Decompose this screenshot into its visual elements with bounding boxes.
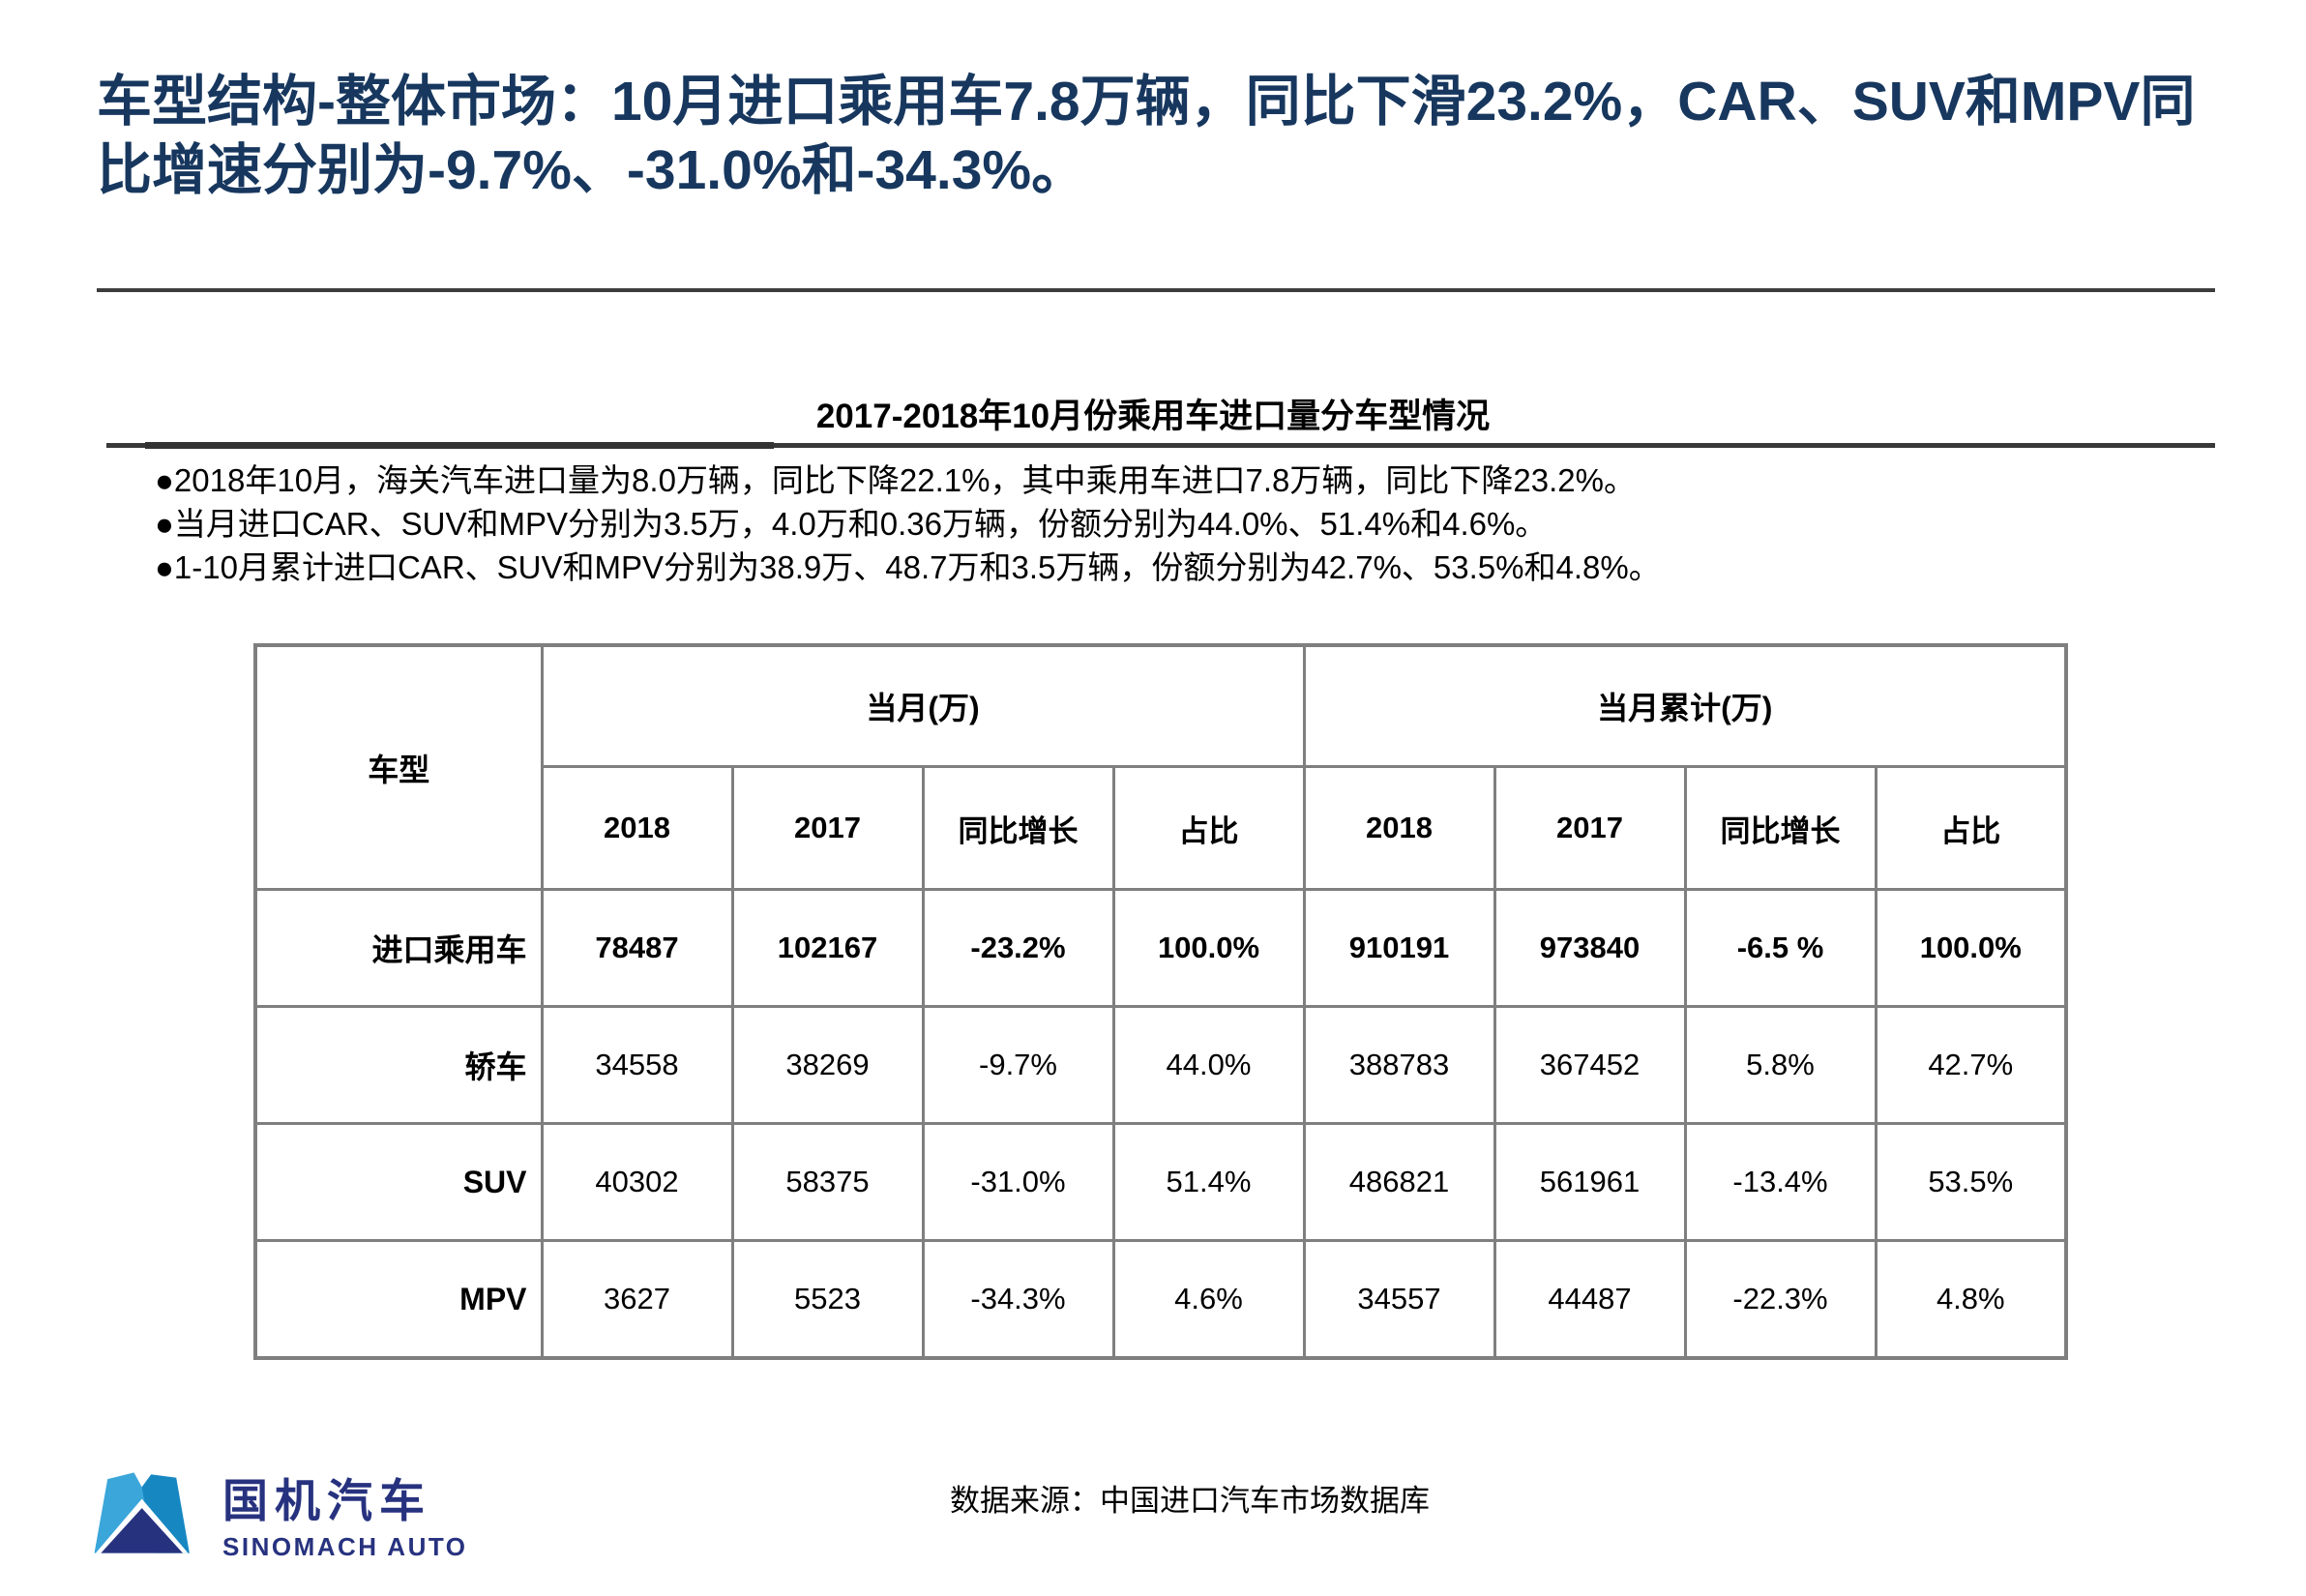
table-cell: 51.4% xyxy=(1111,1122,1306,1242)
table-row-suv: SUV 40302 58375 -31.0% 51.4% 486821 5619… xyxy=(253,1122,2068,1242)
table-cell: 38269 xyxy=(730,1005,925,1125)
table-row-total-imported: 进口乘用车 78487 102167 -23.2% 100.0% 910191 … xyxy=(253,888,2068,1008)
table-cell: 3627 xyxy=(540,1239,734,1360)
table-cell: 5523 xyxy=(730,1239,925,1360)
table-cell: 44.0% xyxy=(1111,1005,1306,1125)
column-header-vehicle-type: 车型 xyxy=(253,643,544,891)
table-cell: 58375 xyxy=(730,1122,925,1242)
table-cell: -13.4% xyxy=(1683,1122,1877,1242)
table-cell: 34558 xyxy=(540,1005,734,1125)
column-header-2017-cumulative: 2017 xyxy=(1493,765,1687,891)
table-cell: 388783 xyxy=(1302,1005,1496,1125)
table-cell: 34557 xyxy=(1302,1239,1496,1360)
row-label: MPV xyxy=(253,1239,544,1360)
table-cell: 100.0% xyxy=(1874,888,2068,1008)
column-header-yoy-month: 同比增长 xyxy=(921,765,1115,891)
table-cell: -31.0% xyxy=(921,1122,1115,1242)
table-cell: 44487 xyxy=(1493,1239,1687,1360)
bullet-item: ●1-10月累计进口CAR、SUV和MPV分别为38.9万、48.7万和3.5万… xyxy=(155,549,1661,586)
table-cell: 102167 xyxy=(730,888,925,1008)
column-header-2017-month: 2017 xyxy=(730,765,925,891)
column-header-2018-cumulative: 2018 xyxy=(1302,765,1496,891)
table-row-mpv: MPV 3627 5523 -34.3% 4.6% 34557 44487 -2… xyxy=(253,1239,2068,1360)
group-header-cumulative: 当月累计(万) xyxy=(1302,643,2068,768)
table-group-header-row: 车型 当月(万) 当月累计(万) xyxy=(253,643,2068,891)
import-volume-table: 车型 当月(万) 当月累计(万) 2018 2017 同比增长 占比 2018 … xyxy=(253,643,2069,1360)
column-header-share-cumulative: 占比 xyxy=(1874,765,2068,891)
mountain-logo-icon xyxy=(94,1472,190,1553)
bullet-list: ●2018年10月，海关汽车进口量为8.0万辆，同比下降22.1%，其中乘用车进… xyxy=(155,458,2205,590)
column-header-share-month: 占比 xyxy=(1111,765,1306,891)
table-cell: -6.5 % xyxy=(1683,888,1877,1008)
table-cell: 4.6% xyxy=(1111,1239,1306,1360)
table-row-sedan: 轿车 34558 38269 -9.7% 44.0% 388783 367452… xyxy=(253,1005,2068,1125)
logo-text: 国机汽车 SINOMACH AUTO xyxy=(222,1468,468,1562)
column-header-2018-month: 2018 xyxy=(540,765,734,891)
logo-english-name: SINOMACH AUTO xyxy=(222,1531,468,1561)
table-cell: -22.3% xyxy=(1683,1239,1877,1360)
table-cell: 367452 xyxy=(1493,1005,1687,1125)
table-cell: 910191 xyxy=(1302,888,1496,1008)
table-cell: 78487 xyxy=(540,888,734,1008)
table-cell: -9.7% xyxy=(921,1005,1115,1125)
logo-chinese-name: 国机汽车 xyxy=(222,1475,431,1526)
table-cell: 4.8% xyxy=(1874,1239,2068,1360)
table-cell: 973840 xyxy=(1493,888,1687,1008)
bullet-item: ●2018年10月，海关汽车进口量为8.0万辆，同比下降22.1%，其中乘用车进… xyxy=(155,462,1636,498)
table-cell: 561961 xyxy=(1493,1122,1687,1242)
page-title: 车型结构-整体市场：10月进口乘用车7.8万辆，同比下滑23.2%，CAR、SU… xyxy=(97,71,2196,202)
row-label: SUV xyxy=(253,1122,544,1242)
table-cell: 53.5% xyxy=(1874,1122,2068,1242)
bullet-item: ●当月进口CAR、SUV和MPV分别为3.5万，4.0万和0.36万辆，份额分别… xyxy=(155,506,1548,543)
table-cell: 100.0% xyxy=(1111,888,1306,1008)
row-label: 轿车 xyxy=(253,1005,544,1125)
title-divider xyxy=(97,288,2215,292)
group-header-current-month: 当月(万) xyxy=(540,643,1306,768)
table-cell: 5.8% xyxy=(1683,1005,1877,1125)
table-title: 2017-2018年10月份乘用车进口量分车型情况 xyxy=(815,398,1491,435)
table-cell: 42.7% xyxy=(1874,1005,2068,1125)
table-title-divider-thick-segment xyxy=(145,442,774,449)
table-cell: 486821 xyxy=(1302,1122,1496,1242)
data-source: 数据来源：中国进口汽车市场数据库 xyxy=(950,1484,1430,1518)
table-cell: -34.3% xyxy=(921,1239,1115,1360)
table-cell: -23.2% xyxy=(921,888,1115,1008)
row-label: 进口乘用车 xyxy=(253,888,544,1008)
table-cell: 40302 xyxy=(540,1122,734,1242)
sinomach-logo: 国机汽车 SINOMACH AUTO xyxy=(85,1468,468,1562)
column-header-yoy-cumulative: 同比增长 xyxy=(1683,765,1877,891)
import-volume-table-wrap: 车型 当月(万) 当月累计(万) 2018 2017 同比增长 占比 2018 … xyxy=(253,643,2069,1360)
table-sub-header-row: 2018 2017 同比增长 占比 2018 2017 同比增长 占比 xyxy=(255,765,2068,891)
table-title-divider xyxy=(106,442,2215,449)
